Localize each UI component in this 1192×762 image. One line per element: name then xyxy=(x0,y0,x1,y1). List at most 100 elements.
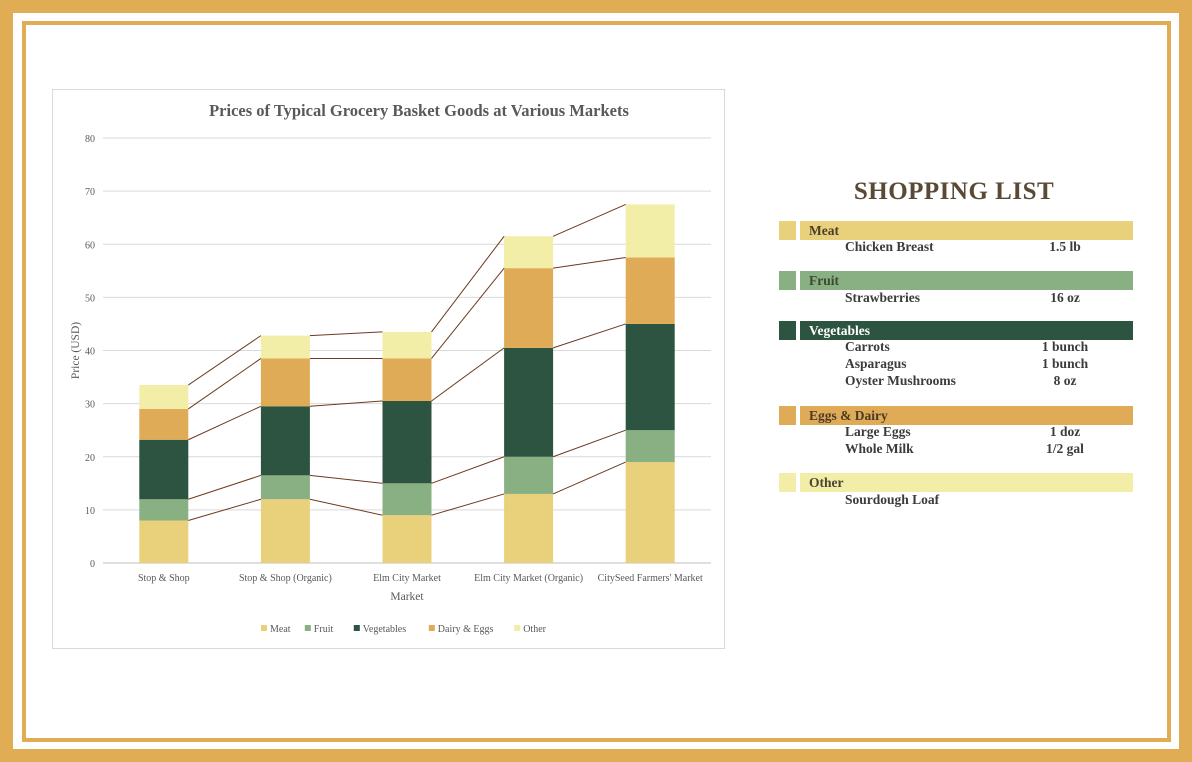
eggs-dairy-label: Eggs & Dairy xyxy=(809,408,888,423)
item-qty: 1 doz xyxy=(1049,424,1081,439)
shopping-list-title: SHOPPING LIST xyxy=(853,178,1055,205)
other-header-bar xyxy=(800,473,1133,492)
item-qty: 1.5 lb xyxy=(1049,239,1081,254)
bar-dairy-eggs-1 xyxy=(260,358,310,407)
list-item: Oyster Mushrooms 8 oz xyxy=(845,373,1135,389)
category-eggs-dairy: Eggs & Dairy xyxy=(779,406,1133,425)
item-qty: 16 oz xyxy=(1050,290,1080,305)
vegetables-label: Vegetables xyxy=(809,323,870,338)
bar-meat-1 xyxy=(260,499,310,563)
item-name: Whole Milk xyxy=(845,441,914,456)
legend-label: Vegetables xyxy=(363,624,406,635)
meat-swatch xyxy=(779,221,796,240)
y-tick-label: 20 xyxy=(85,453,95,464)
series-line xyxy=(309,331,383,337)
legend-swatch xyxy=(353,625,360,631)
bar-other-3 xyxy=(504,236,554,269)
y-tick-label: 30 xyxy=(85,400,95,411)
legend-swatch xyxy=(514,625,521,631)
item-name: Carrots xyxy=(845,339,890,354)
series-line xyxy=(309,474,383,484)
item-name: Sourdough Loaf xyxy=(845,492,940,507)
other-swatch xyxy=(779,473,796,492)
legend-label: Fruit xyxy=(314,624,334,635)
bar-meat-2 xyxy=(382,515,432,563)
fruit-header-bar xyxy=(800,271,1133,290)
series-line xyxy=(431,267,505,359)
fruit-swatch xyxy=(779,271,796,290)
y-tick-label: 70 xyxy=(85,187,95,198)
y-tick-label: 0 xyxy=(90,559,95,570)
x-tick-label: CitySeed Farmers' Market xyxy=(598,573,703,584)
legend-label: Dairy & Eggs xyxy=(438,624,494,635)
y-tick-label: 50 xyxy=(85,293,95,304)
other-label: Other xyxy=(809,475,844,490)
bar-dairy-eggs-4 xyxy=(625,257,675,324)
x-axis-title: Market xyxy=(390,591,424,603)
bar-fruit-1 xyxy=(260,475,310,500)
bar-meat-0 xyxy=(139,520,189,563)
meat-label: Meat xyxy=(809,223,839,238)
bar-vegetables-2 xyxy=(382,400,432,484)
series-line xyxy=(552,323,626,349)
category-vegetables: Vegetables xyxy=(779,321,1133,340)
bar-dairy-eggs-2 xyxy=(382,358,432,401)
series-line xyxy=(188,358,262,410)
bar-other-1 xyxy=(260,335,310,359)
series-line xyxy=(431,493,505,516)
category-meat: Meat xyxy=(779,221,1133,240)
list-item: Large Eggs 1 doz xyxy=(845,424,1135,440)
series-line xyxy=(309,400,383,407)
eggs-dairy-header-bar xyxy=(800,406,1133,425)
item-name: Asparagus xyxy=(845,356,907,371)
vegetables-header-bar xyxy=(800,321,1133,340)
series-line xyxy=(309,498,383,516)
list-item: Strawberries 16 oz xyxy=(845,290,1135,306)
series-line xyxy=(188,405,262,441)
bar-vegetables-0 xyxy=(139,439,189,500)
bar-vegetables-1 xyxy=(260,406,310,476)
x-tick-label: Elm City Market (Organic) xyxy=(474,573,583,584)
bar-fruit-4 xyxy=(625,430,675,463)
item-qty: 1 bunch xyxy=(1041,356,1089,371)
fruit-label: Fruit xyxy=(809,273,839,288)
list-item: Sourdough Loaf xyxy=(845,492,1135,508)
list-item: Chicken Breast 1.5 lb xyxy=(845,239,1135,255)
eggs-dairy-swatch xyxy=(779,406,796,425)
bar-meat-3 xyxy=(504,493,554,563)
y-tick-label: 80 xyxy=(85,134,95,145)
list-item: Whole Milk 1/2 gal xyxy=(845,441,1135,457)
bar-fruit-3 xyxy=(504,456,554,494)
legend-label: Meat xyxy=(270,624,291,635)
bar-fruit-2 xyxy=(382,483,432,516)
series-line xyxy=(431,235,505,333)
list-item: Carrots 1 bunch xyxy=(845,339,1135,355)
bar-vegetables-4 xyxy=(625,323,675,431)
chart-panel: Prices of Typical Grocery Basket Goods a… xyxy=(52,89,725,649)
series-line xyxy=(431,456,505,484)
x-tick-label: Elm City Market xyxy=(373,573,441,584)
bar-fruit-0 xyxy=(139,499,189,521)
y-tick-label: 60 xyxy=(85,240,95,251)
series-line xyxy=(431,347,505,402)
item-qty: 8 oz xyxy=(1053,373,1077,388)
bar-vegetables-3 xyxy=(504,347,554,457)
chart-title: Prices of Typical Grocery Basket Goods a… xyxy=(209,101,629,120)
bar-dairy-eggs-3 xyxy=(504,268,554,348)
series-line xyxy=(552,203,626,237)
bar-other-4 xyxy=(625,204,675,258)
series-line xyxy=(188,498,262,521)
item-name: Oyster Mushrooms xyxy=(845,373,956,388)
item-qty: 1 bunch xyxy=(1041,339,1089,354)
vegetables-swatch xyxy=(779,321,796,340)
bar-other-2 xyxy=(382,331,432,359)
list-item: Asparagus 1 bunch xyxy=(845,356,1135,372)
bar-meat-4 xyxy=(625,462,675,563)
legend-label: Other xyxy=(523,624,546,635)
stacked-bar-chart: Prices of Typical Grocery Basket Goods a… xyxy=(70,101,711,635)
series-line xyxy=(188,335,262,386)
y-axis-title: Price (USD) xyxy=(70,322,82,379)
x-tick-label: Stop & Shop xyxy=(138,573,190,584)
series-line xyxy=(553,257,626,269)
legend-swatch xyxy=(261,625,267,631)
